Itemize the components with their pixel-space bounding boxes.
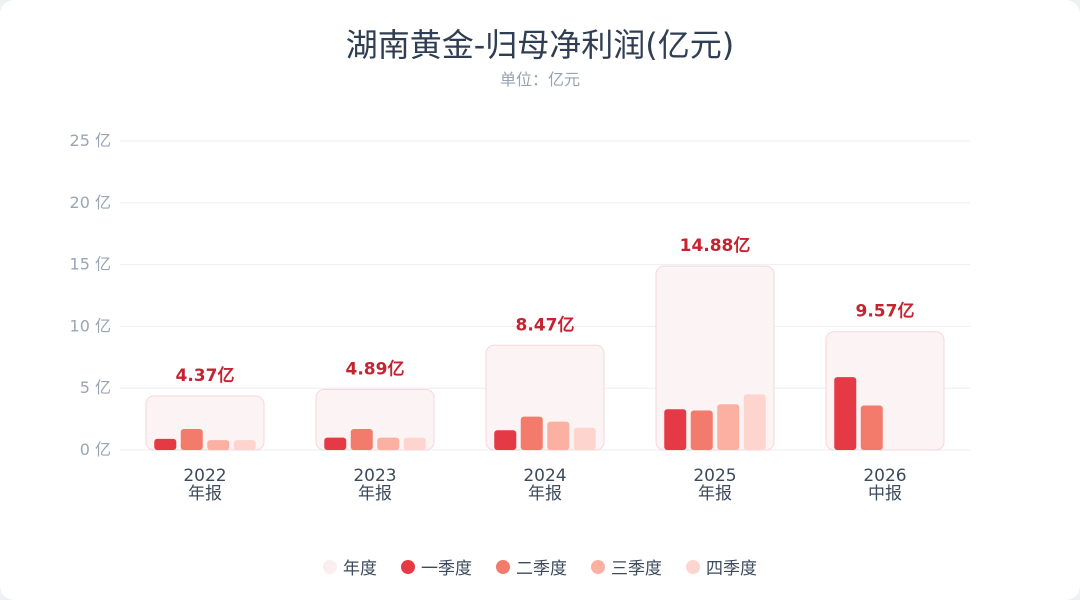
legend-label-annual: 年度: [343, 559, 377, 579]
y-tick-label: 20 亿: [70, 193, 111, 212]
annual-total-label: 8.47亿: [516, 314, 575, 335]
x-tick-year: 2024: [523, 466, 566, 486]
bar-q2: [350, 428, 373, 450]
y-tick-label: 0 亿: [80, 440, 111, 459]
legend-label-q1: 一季度: [421, 559, 472, 579]
legend-item-q2[interactable]: 二季度: [496, 554, 567, 579]
y-tick-label: 10 亿: [70, 316, 111, 335]
legend-swatch-q4: [686, 559, 700, 574]
annual-total-label: 4.37亿: [176, 365, 235, 386]
x-tick-year: 2022: [183, 466, 226, 486]
chart-subtitle: 单位：亿元: [499, 70, 580, 89]
x-tick-year: 2025: [693, 466, 736, 486]
legend-item-q4[interactable]: 四季度: [686, 554, 757, 579]
y-tick-label: 15 亿: [70, 255, 111, 274]
chart-title: 湖南黄金-归母净利润(亿元): [345, 26, 735, 64]
annual-total-label: 9.57亿: [856, 301, 915, 322]
x-tick-period: 中报: [868, 484, 902, 504]
bar-q4: [573, 427, 596, 450]
bar-q1: [834, 377, 857, 450]
bar-q2: [520, 416, 543, 450]
bar-q4: [743, 394, 766, 450]
legend-swatch-q3: [591, 559, 605, 574]
legend-item-annual[interactable]: 年度: [323, 554, 377, 579]
legend-swatch-annual: [323, 559, 337, 574]
legend-swatch-q2: [496, 559, 510, 574]
legend-swatch-q1: [401, 559, 415, 574]
annual-total-label: 4.89亿: [346, 359, 405, 380]
bar-q3: [717, 404, 740, 450]
x-tick-period: 年报: [528, 484, 562, 504]
bar-q2: [860, 405, 883, 450]
bar-q1: [664, 409, 687, 450]
bar-q3: [207, 440, 230, 450]
bar-q1: [154, 438, 177, 450]
x-tick-year: 2023: [353, 466, 396, 486]
x-tick-year: 2026: [863, 466, 906, 486]
x-tick-period: 年报: [188, 484, 222, 504]
legend-item-q1[interactable]: 一季度: [401, 554, 472, 579]
legend-label-q4: 四季度: [706, 559, 757, 579]
bar-q2: [180, 428, 203, 450]
legend-label-q2: 二季度: [516, 559, 567, 579]
bar-q3: [377, 437, 400, 450]
x-tick-period: 年报: [358, 484, 392, 504]
legend-item-q3[interactable]: 三季度: [591, 554, 662, 579]
bar-q4: [233, 440, 256, 450]
legend-label-q3: 三季度: [611, 559, 662, 579]
annual-total-label: 14.88亿: [680, 235, 751, 256]
legend: 年度 一季度 二季度 三季度 四季度: [0, 554, 1080, 579]
bar-q4: [403, 437, 426, 450]
annual-total-box: [315, 389, 435, 451]
annual-total-box: [485, 344, 605, 451]
bar-q2: [690, 410, 713, 450]
y-tick-label: 5 亿: [80, 378, 111, 397]
y-tick-label: 25 亿: [70, 131, 111, 150]
bar-q1: [324, 437, 347, 450]
x-tick-period: 年报: [698, 484, 732, 504]
bar-q3: [547, 421, 570, 450]
annual-total-box: [145, 395, 265, 451]
bar-q1: [494, 430, 517, 450]
